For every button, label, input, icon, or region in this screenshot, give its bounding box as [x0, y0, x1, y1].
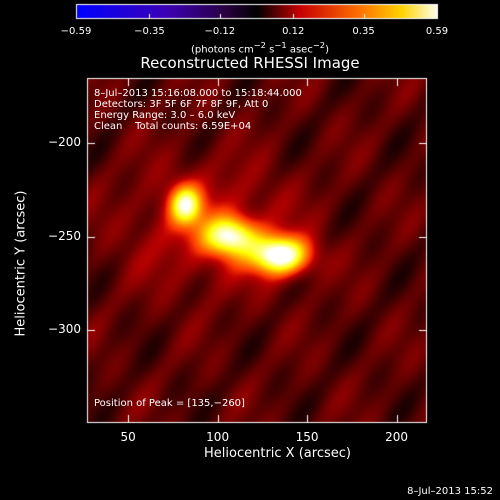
- x-axis-label: Heliocentric X (arcsec): [204, 446, 351, 461]
- y-tick-label: −250: [48, 228, 81, 243]
- peak-position-label: Position of Peak = [135,−260]: [94, 398, 245, 409]
- y-tick-label: −200: [48, 135, 81, 150]
- info-detectors: Detectors: 3F 5F 6F 7F 8F 9F, Att 0: [94, 99, 269, 110]
- chart-title: Reconstructed RHESSI Image: [140, 54, 360, 72]
- info-energy-range: Energy Range: 3.0 – 6.0 keV: [94, 110, 236, 121]
- info-time-range: 8–Jul–2013 15:16:08.000 to 15:18:44.000: [94, 88, 302, 99]
- info-clean-counts: Clean Total counts: 6.59E+04: [94, 121, 252, 132]
- colorbar-tick-label: −0.12: [204, 26, 236, 37]
- colorbar-tick-label: −0.35: [134, 26, 165, 37]
- x-tick-label: 50: [120, 430, 136, 444]
- observation-info: 8–Jul–2013 15:16:08.000 to 15:18:44.000 …: [94, 88, 302, 132]
- x-tick-label: 100: [206, 430, 230, 444]
- colorbar-tick-label: −0.59: [60, 26, 92, 37]
- colorbar-tick-label: 0.59: [425, 26, 449, 37]
- colorbar-units: (photons cm−2 s−1 asec−2): [190, 40, 330, 56]
- colorbar-tick-label: 0.35: [352, 26, 375, 37]
- y-tick-label: −300: [48, 321, 81, 336]
- colorbar-tick-label: 0.12: [282, 26, 305, 37]
- footer-timestamp: 8–Jul–2013 15:52: [407, 486, 493, 497]
- x-tick-label: 150: [295, 430, 319, 444]
- x-tick-label: 200: [385, 430, 409, 444]
